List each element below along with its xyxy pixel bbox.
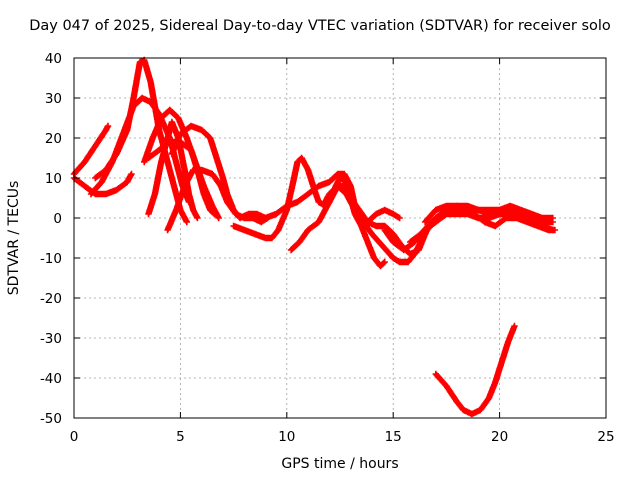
y-tick-label: 40 <box>45 51 62 67</box>
y-tick-label: 10 <box>45 171 62 187</box>
x-tick-label: 20 <box>491 429 508 445</box>
series-arc-q <box>432 322 518 418</box>
data-points <box>421 202 556 226</box>
data-points <box>168 122 269 222</box>
x-tick-label: 25 <box>597 429 614 445</box>
data-points <box>407 206 559 246</box>
grid <box>74 58 606 418</box>
plot-frame <box>73 57 607 419</box>
x-tick-label: 15 <box>385 429 402 445</box>
y-tick-label: -10 <box>40 251 62 267</box>
x-tick-label: 10 <box>278 429 295 445</box>
series-arc-g <box>145 138 218 218</box>
series-arc-i <box>168 122 269 222</box>
data-points <box>432 322 518 418</box>
y-tick-label: 0 <box>53 211 62 227</box>
y-tick-label: -40 <box>40 371 62 387</box>
data-series <box>70 56 559 418</box>
x-axis-label: GPS time / hours <box>281 456 399 472</box>
data-points <box>145 138 218 218</box>
y-tick-label: 30 <box>45 91 62 107</box>
series-arc-p <box>421 202 556 226</box>
x-tick-label: 0 <box>70 429 79 445</box>
y-tick-label: -50 <box>40 411 62 427</box>
y-tick-label: 20 <box>45 131 62 147</box>
chart-title: Day 047 of 2025, Sidereal Day-to-day VTE… <box>29 18 611 34</box>
y-tick-label: -20 <box>40 291 62 307</box>
x-tick-label: 5 <box>176 429 185 445</box>
y-tick-label: -30 <box>40 331 62 347</box>
series-arc-o <box>407 206 559 246</box>
axis-ticks: 0 5 10 15 20 25 40 30 20 10 0 -10 -20 -30 -40 -50 <box>40 51 615 445</box>
